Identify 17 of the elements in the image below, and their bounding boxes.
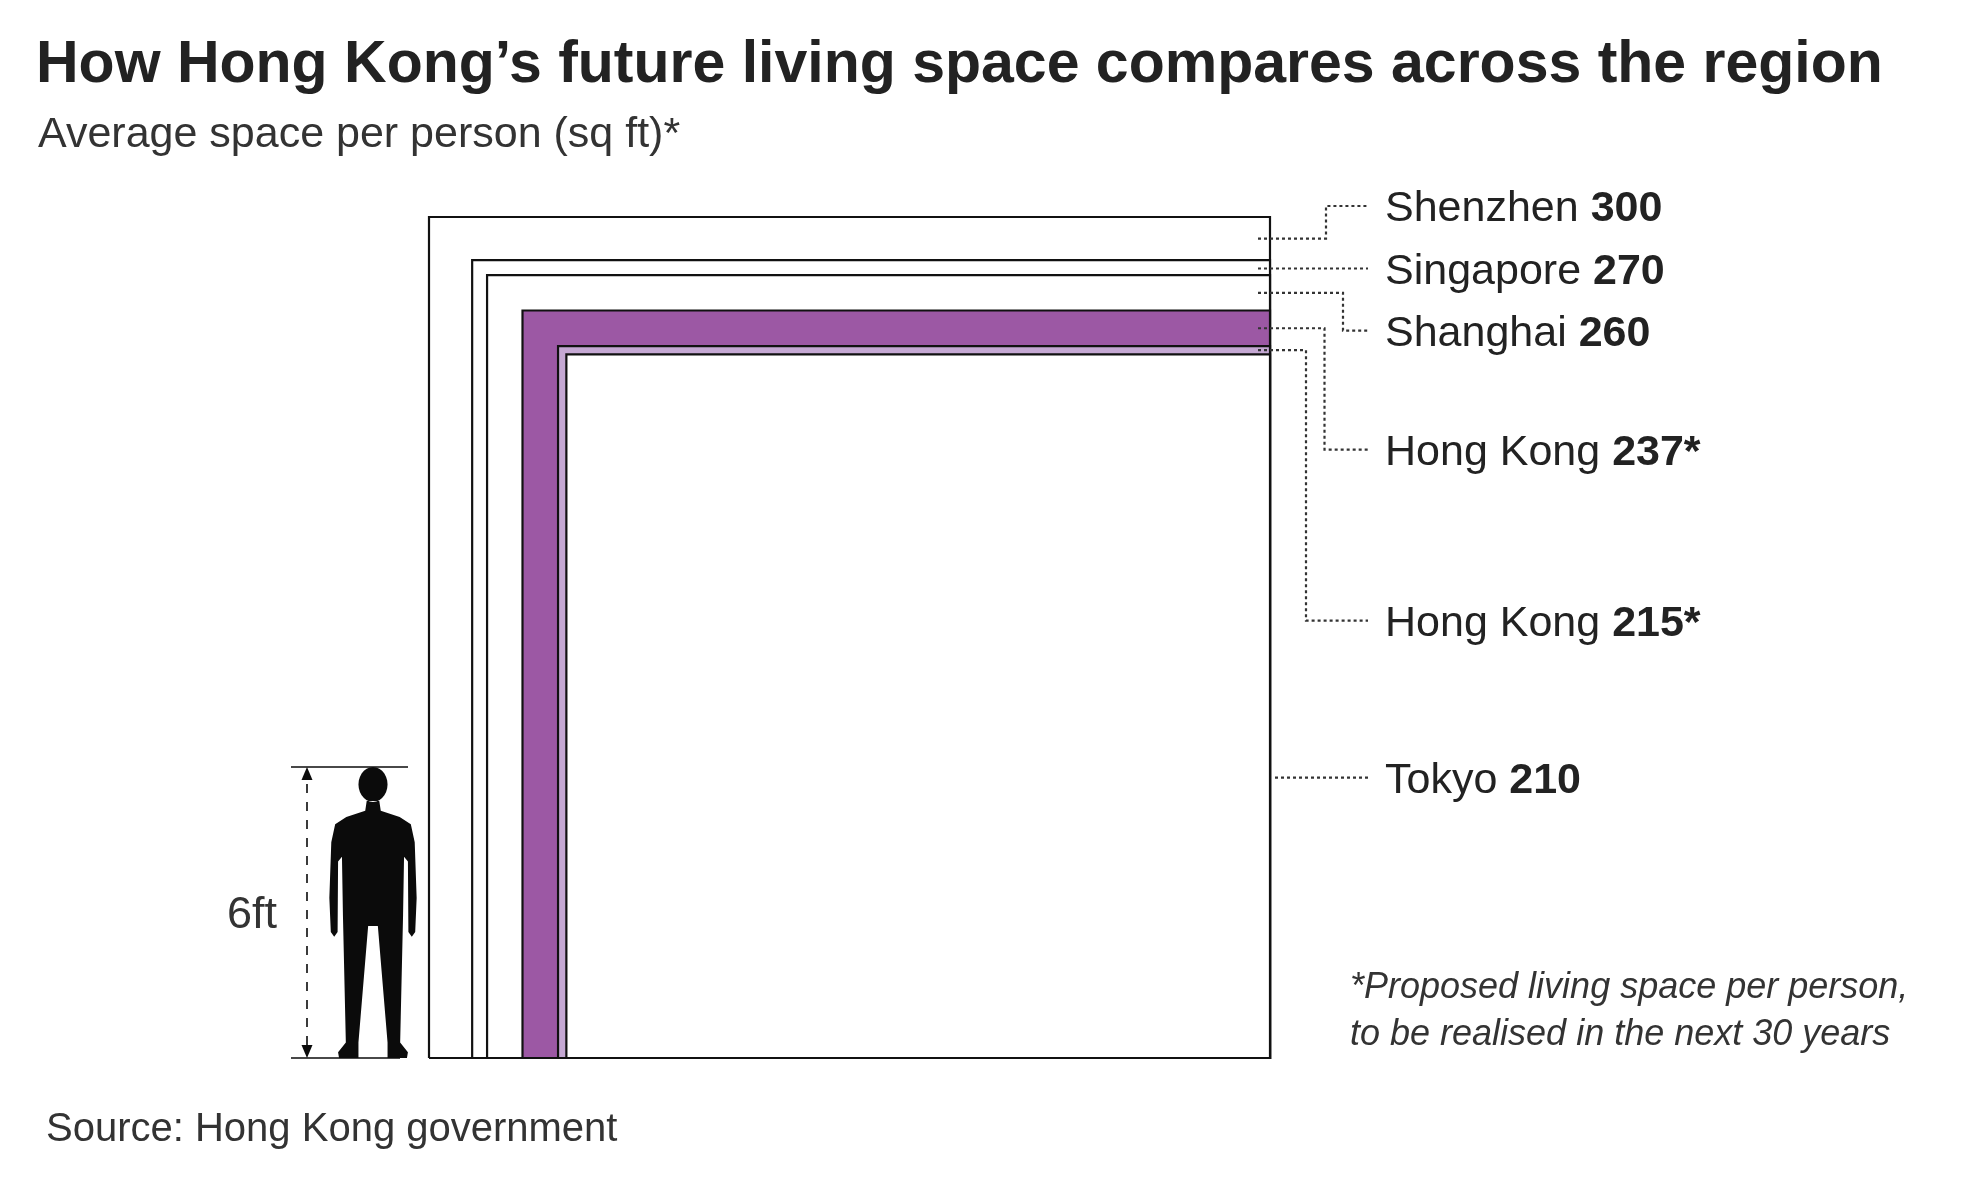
category-label: Shanghai <box>1385 307 1567 355</box>
data-label: 210 <box>1509 754 1582 802</box>
text: 6ft <box>227 887 278 938</box>
category-label: Singapore <box>1385 245 1582 293</box>
data-label: 215* <box>1612 597 1701 645</box>
data-label: 237* <box>1612 426 1701 474</box>
category-label: Tokyo <box>1385 754 1498 802</box>
data-label: 300 <box>1590 182 1663 230</box>
source-note: Source: Hong Kong government <box>46 1105 618 1149</box>
data-label: 270 <box>1593 245 1665 293</box>
category-label: Shenzhen <box>1385 182 1579 230</box>
data-label: 260 <box>1578 307 1651 355</box>
category-label: Hong Kong <box>1385 426 1601 474</box>
text: Average space per person (sq ft)* <box>38 108 681 156</box>
text: How Hong Kong’s future living space compares across the region <box>36 28 1883 95</box>
category-label: Hong Kong <box>1385 597 1601 645</box>
text: *Proposed living space per person, to be realised in the next 30 years <box>1350 965 1909 1053</box>
